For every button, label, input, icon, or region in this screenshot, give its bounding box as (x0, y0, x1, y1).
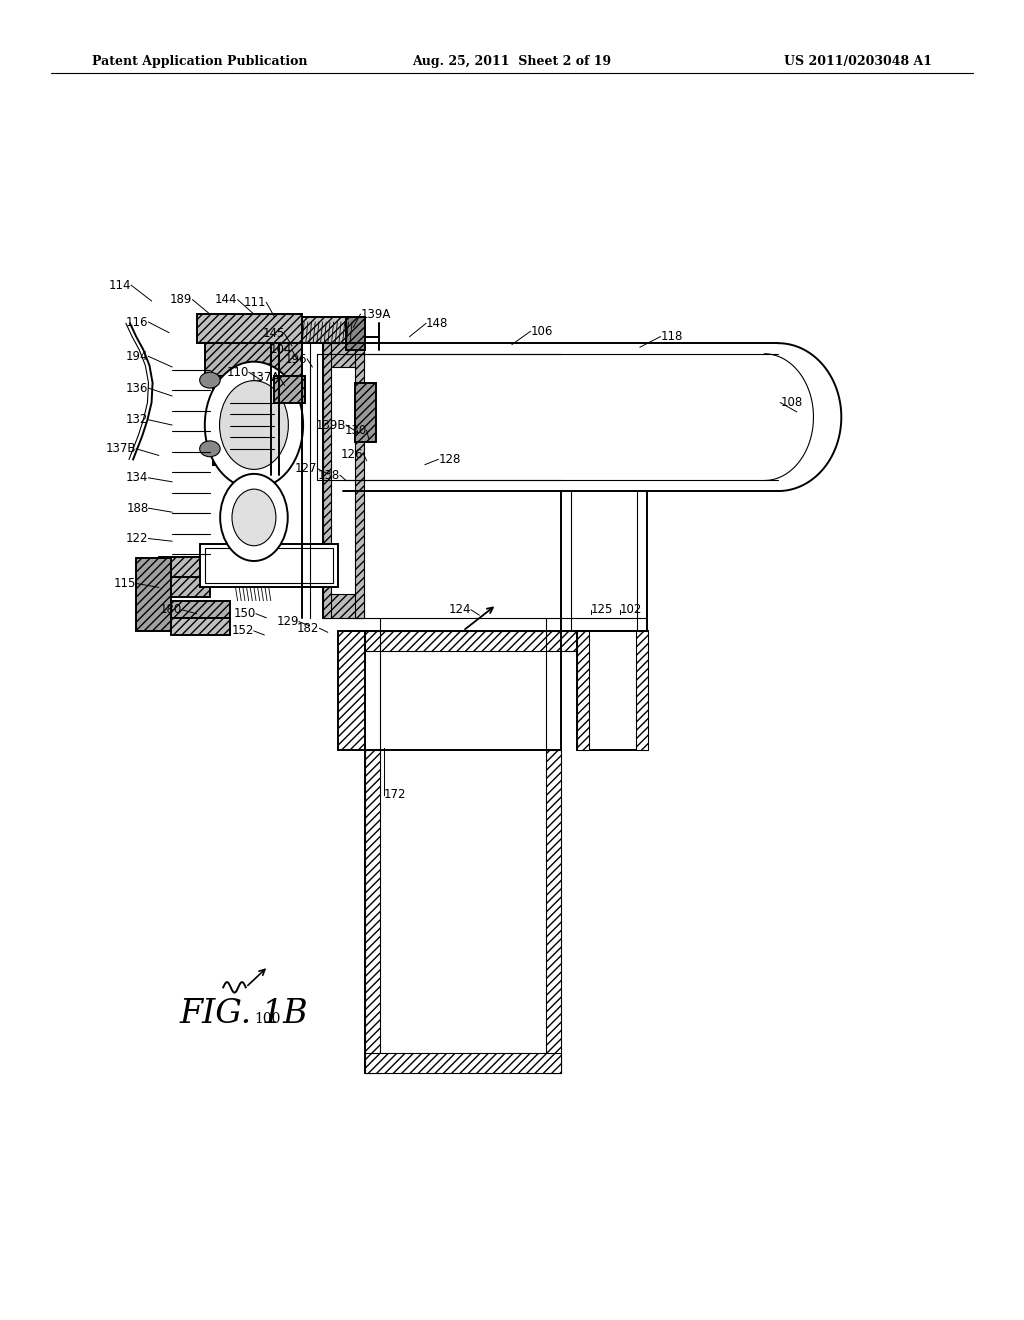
Bar (171, 601, 230, 618)
Bar (197, 314, 302, 343)
Circle shape (219, 380, 289, 470)
Text: 130: 130 (344, 424, 367, 437)
Bar (355, 343, 364, 618)
Text: FIG. 1B: FIG. 1B (179, 998, 308, 1030)
Bar (365, 750, 380, 1073)
Text: 124: 124 (449, 603, 471, 616)
Bar (302, 317, 349, 343)
Text: 182: 182 (297, 622, 319, 635)
Text: 132: 132 (126, 413, 148, 426)
Text: 139A: 139A (360, 308, 391, 321)
Bar (205, 343, 302, 376)
Circle shape (205, 362, 303, 488)
Bar (171, 618, 230, 635)
Text: 111: 111 (244, 296, 266, 309)
Bar (323, 343, 364, 618)
Text: 136: 136 (126, 381, 148, 395)
Text: 106: 106 (530, 325, 553, 338)
Text: 134: 134 (126, 471, 148, 484)
Text: 129: 129 (276, 615, 299, 628)
Text: 128: 128 (438, 453, 461, 466)
Bar (200, 544, 338, 587)
Bar (323, 343, 364, 367)
Text: 138: 138 (317, 469, 340, 482)
Text: 180: 180 (160, 603, 182, 616)
Bar (159, 557, 210, 577)
Text: 127: 127 (295, 462, 317, 475)
Bar (346, 317, 365, 350)
Text: Patent Application Publication: Patent Application Publication (92, 55, 307, 69)
Text: 108: 108 (780, 396, 803, 409)
Text: 116: 116 (126, 315, 148, 329)
Bar (546, 750, 561, 1073)
Text: 110: 110 (226, 366, 249, 379)
Bar (577, 631, 589, 750)
Text: 172: 172 (384, 788, 407, 801)
Text: 150: 150 (233, 607, 256, 620)
Text: Aug. 25, 2011  Sheet 2 of 19: Aug. 25, 2011 Sheet 2 of 19 (413, 55, 611, 69)
Bar (218, 383, 285, 458)
Text: 152: 152 (231, 624, 254, 638)
Bar (136, 558, 171, 631)
Bar (346, 631, 647, 651)
Text: 188: 188 (126, 502, 148, 515)
Text: 145: 145 (262, 327, 285, 341)
Bar (327, 348, 359, 612)
Ellipse shape (200, 372, 220, 388)
Bar (205, 548, 333, 583)
Bar (338, 631, 365, 750)
Bar (159, 577, 210, 597)
Bar (213, 376, 290, 465)
Text: 115: 115 (114, 577, 136, 590)
Text: 114: 114 (109, 279, 131, 292)
Ellipse shape (200, 441, 220, 457)
Text: 148: 148 (426, 317, 449, 330)
Bar (323, 343, 331, 618)
Bar (365, 750, 561, 1073)
Circle shape (232, 490, 275, 545)
Text: 122: 122 (126, 532, 148, 545)
Text: 137A: 137A (249, 371, 280, 384)
Circle shape (220, 474, 288, 561)
Text: 104: 104 (269, 343, 292, 356)
Bar (577, 631, 648, 750)
Text: 126: 126 (341, 447, 364, 461)
Bar (274, 376, 305, 403)
Text: 196: 196 (285, 352, 307, 366)
Bar (636, 631, 648, 750)
Text: 102: 102 (620, 603, 642, 616)
Text: 189: 189 (170, 293, 193, 306)
Bar (323, 594, 364, 618)
Text: 100: 100 (254, 1012, 281, 1026)
Text: 139B: 139B (315, 418, 346, 432)
Text: 144: 144 (215, 293, 238, 306)
Text: 194: 194 (126, 350, 148, 363)
Bar (365, 1053, 561, 1073)
Text: 125: 125 (591, 603, 613, 616)
Text: US 2011/0203048 A1: US 2011/0203048 A1 (783, 55, 932, 69)
Text: 137B: 137B (105, 442, 136, 455)
Bar (355, 383, 376, 442)
Text: 118: 118 (660, 330, 683, 343)
